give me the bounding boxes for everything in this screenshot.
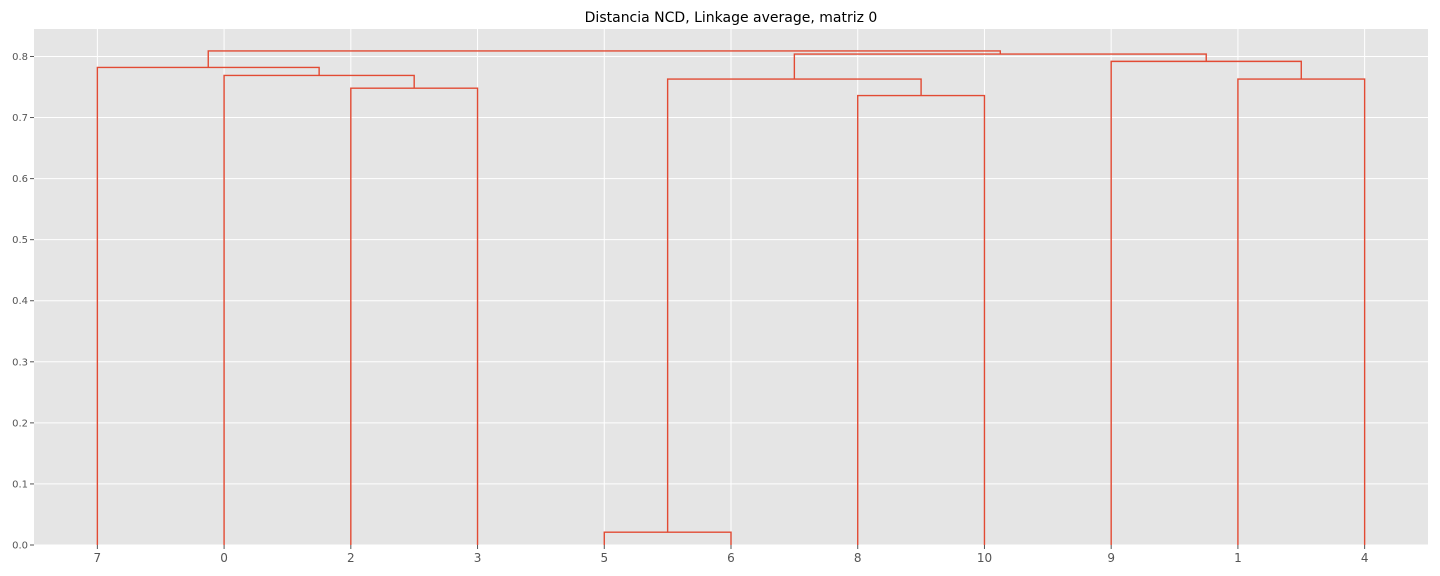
y-tick-label: 0.2 (12, 418, 28, 429)
y-tick-label: 0.0 (12, 541, 28, 552)
y-tick-label: 0.6 (12, 174, 28, 185)
leaf-label: 2 (347, 551, 355, 565)
y-tick-label: 0.7 (12, 113, 28, 124)
y-axis: 0.0 0.1 0.2 0.3 0.4 0.5 0.6 0.7 0.8 (12, 52, 34, 552)
chart-title: Distancia NCD, Linkage average, matriz 0 (585, 10, 878, 26)
dendrogram-links (96, 50, 1366, 545)
leaf-label: 7 (94, 551, 102, 565)
leaf-label: 1 (1234, 551, 1242, 565)
y-tick-label: 0.8 (12, 52, 28, 63)
leaf-label: 6 (727, 551, 735, 565)
dendrogram-link (1237, 78, 1366, 545)
leaf-label: 9 (1107, 551, 1115, 565)
y-tick-label: 0.5 (12, 235, 28, 246)
leaf-label: 0 (220, 551, 228, 565)
dendrogram-link (666, 78, 922, 533)
leaf-label: 10 (977, 551, 992, 565)
leaf-label: 5 (600, 551, 608, 565)
dendrogram-link (223, 74, 415, 545)
y-tick-label: 0.1 (12, 479, 28, 490)
y-tick-label: 0.4 (12, 296, 28, 307)
dendrogram-link (207, 50, 1001, 68)
y-tick-label: 0.3 (12, 357, 28, 368)
leaf-label: 4 (1361, 551, 1369, 565)
leaf-label: 8 (854, 551, 862, 565)
leaf-label: 3 (474, 551, 482, 565)
dendrogram-link (793, 53, 1207, 80)
x-axis: 7 0 2 3 5 6 8 10 9 1 4 (94, 545, 1369, 565)
